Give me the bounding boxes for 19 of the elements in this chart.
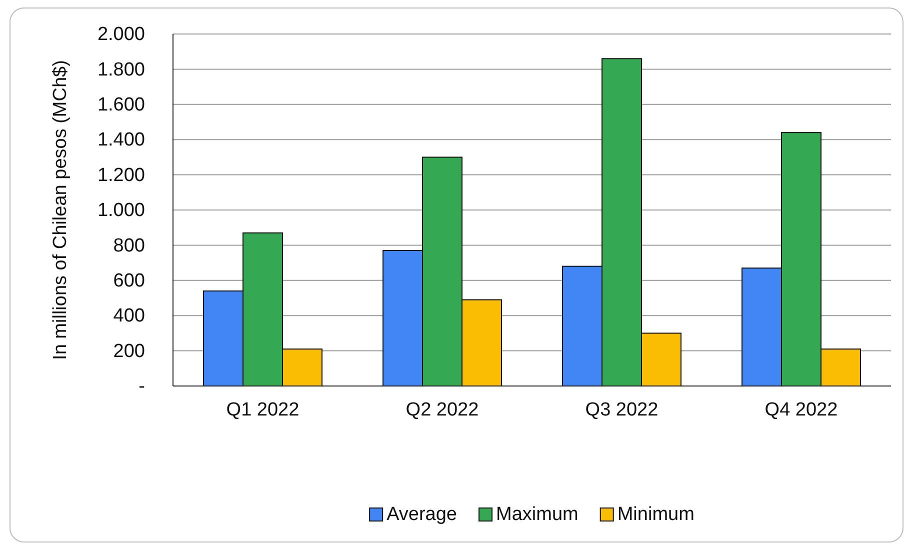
y-tick-label: 1.200: [97, 164, 145, 186]
y-tick-label: 1.800: [97, 59, 145, 80]
x-tick-label: Q3 2022: [585, 399, 658, 420]
y-tick-label: 1.000: [97, 200, 145, 222]
legend-label: Minimum: [617, 504, 694, 525]
x-tick-label: Q2 2022: [406, 399, 479, 420]
y-tick-label: 1.400: [97, 130, 145, 151]
y-tick-label: 800: [113, 235, 145, 256]
legend-label: Maximum: [496, 504, 578, 525]
x-tick-label: Q4 2022: [764, 399, 838, 420]
y-tick-label: 400: [113, 306, 145, 327]
y-tick-label: 2.000: [97, 24, 145, 46]
x-tick-label: Q1 2022: [226, 399, 300, 420]
y-tick-label: 1.600: [97, 94, 145, 116]
y-axis-title: In millions of Chilean pesos (MCh$): [50, 60, 71, 360]
y-tick-label: 600: [113, 270, 145, 292]
y-tick-label: 200: [113, 340, 145, 362]
y-tick-label: -: [138, 376, 145, 398]
legend-label: Average: [386, 504, 458, 525]
